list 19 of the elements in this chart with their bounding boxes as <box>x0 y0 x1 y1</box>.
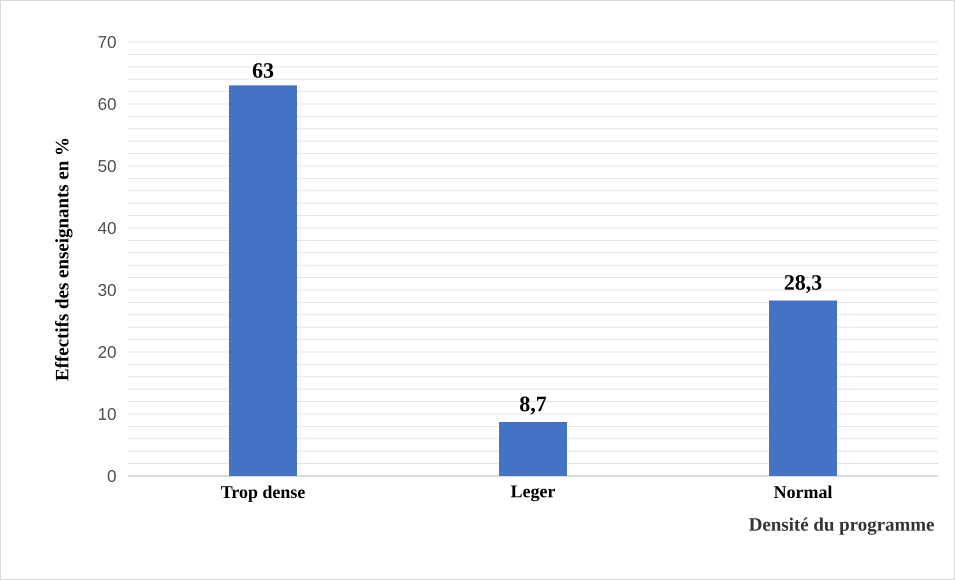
y-tick-label: 40 <box>98 222 116 234</box>
y-axis-title: Effectifs des enseignants en % <box>54 138 72 381</box>
x-tick-label: Normal <box>774 485 832 498</box>
y-tick-label: 50 <box>98 160 116 172</box>
data-label: 63 <box>252 63 274 78</box>
y-tick-label: 60 <box>98 98 116 110</box>
data-label: 8,7 <box>520 396 546 415</box>
x-tick-label: Leger <box>510 485 556 502</box>
x-tick-label: Trop dense <box>221 485 305 502</box>
bar <box>499 422 568 476</box>
bar <box>769 300 838 476</box>
data-label: 28,3 <box>784 275 822 294</box>
y-tick-label: 20 <box>98 346 116 358</box>
y-tick-label: 10 <box>98 408 116 420</box>
y-tick-label: 70 <box>98 36 116 48</box>
bar <box>229 85 298 476</box>
x-axis-title: Densité du programme <box>749 518 934 535</box>
y-tick-label: 30 <box>98 284 116 296</box>
y-tick-label: 0 <box>108 470 116 482</box>
